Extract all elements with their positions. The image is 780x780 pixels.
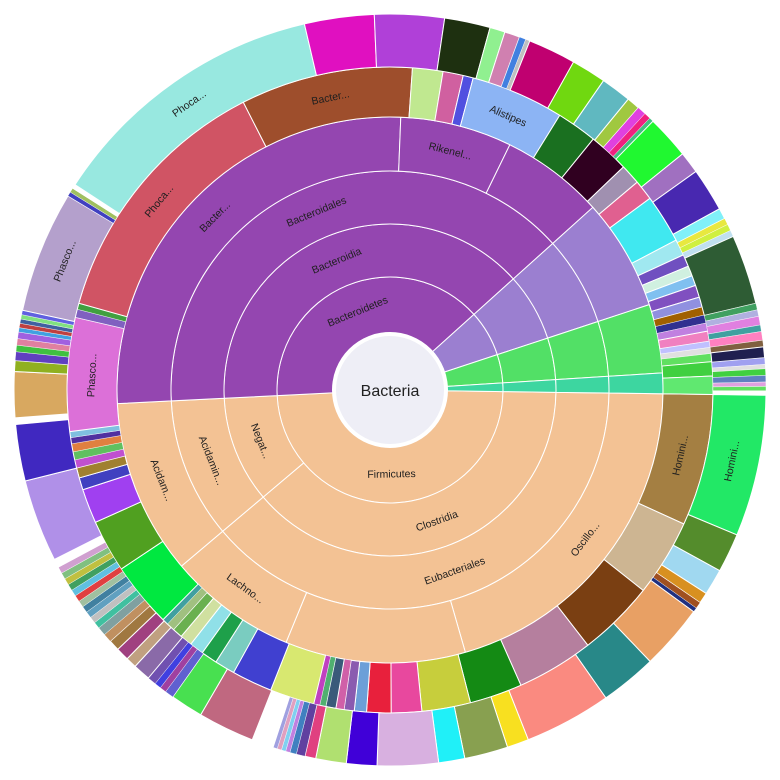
segment-species-s-50[interactable] <box>13 370 69 419</box>
center-label: Bacteria <box>361 383 420 400</box>
segment-order-other-3[interactable] <box>555 375 610 394</box>
label-phylum-firmicutes: Firmicutes <box>367 468 416 481</box>
sunburst-rings <box>13 13 767 767</box>
segment-species-s-64[interactable] <box>303 13 378 77</box>
segment-genus-g-06[interactable] <box>390 661 423 714</box>
center-disc[interactable] <box>332 332 448 448</box>
segment-family-other-3[interactable] <box>608 372 664 395</box>
segment-genus-g-57[interactable] <box>662 375 714 396</box>
segment-species-s-12[interactable] <box>376 709 440 767</box>
segment-genus-g-07[interactable] <box>365 661 392 714</box>
segment-species-s-98[interactable] <box>712 386 767 392</box>
segment-species-s-99[interactable] <box>712 390 767 396</box>
segment-species-s-65[interactable] <box>373 13 446 72</box>
label-genus-phascolarctobacterium: Phasco... <box>85 353 99 397</box>
